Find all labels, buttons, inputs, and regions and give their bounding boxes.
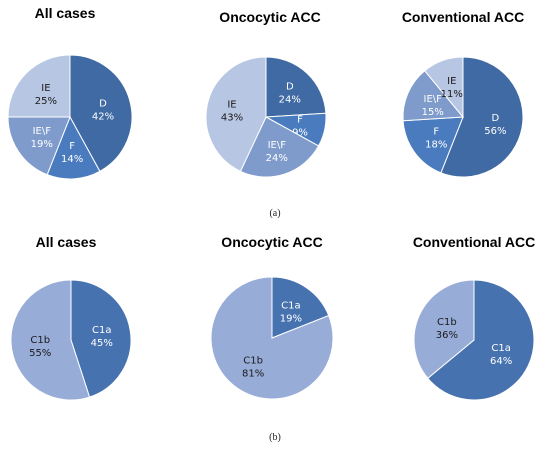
pie-slice <box>440 56 524 178</box>
slice-value-label: 36% <box>436 330 458 341</box>
slice-value-label: 14% <box>61 154 83 165</box>
slice-value-label: 24% <box>279 95 301 106</box>
slice-value-label: 42% <box>92 112 114 123</box>
pie-6: C1a 64% C1b 36% <box>413 279 535 401</box>
slice-name-label: IE\F <box>268 140 287 151</box>
pie-slice <box>46 115 101 180</box>
slice-value-label: 43% <box>221 112 243 123</box>
pie-slice <box>402 70 465 122</box>
slice-value-label: 24% <box>266 153 288 164</box>
slice-name-label: C1a <box>491 343 510 354</box>
slice-value-label: 81% <box>242 369 264 380</box>
chart-title-a2: Oncocytic ACC <box>219 9 321 25</box>
chart-title-b1: All cases <box>35 234 97 250</box>
slice-name-label: C1b <box>243 356 263 367</box>
pie-5: C1a 19% C1b 81% <box>210 276 334 400</box>
pie-slice <box>210 276 334 400</box>
slice-value-label: 25% <box>35 96 57 107</box>
chart-title-a3: Conventional ACC <box>401 9 525 25</box>
panel-label-a: (a) <box>269 208 281 219</box>
slice-value-label: 55% <box>29 348 51 359</box>
pie-slice <box>10 279 91 401</box>
pie-slice <box>7 116 71 176</box>
pie-2: D 24% F 9% IE\F 24% IE 43% <box>205 56 327 178</box>
pie-4: C1a 45% C1b 55% <box>10 279 132 401</box>
slice-value-label: 56% <box>484 126 506 137</box>
slice-name-label: IE <box>41 83 50 94</box>
slice-name-label: D <box>99 99 107 110</box>
pie-slice <box>265 56 327 118</box>
pie-slice <box>402 116 464 174</box>
pie-slice <box>427 279 535 401</box>
pie-slice <box>271 276 330 339</box>
pie-slice <box>239 116 320 178</box>
slice-value-label: 15% <box>422 107 444 118</box>
slice-name-label: F <box>297 115 303 126</box>
slice-name-label: C1a <box>281 300 300 311</box>
slice-value-label: 19% <box>31 139 53 150</box>
slice-name-label: C1b <box>30 335 50 346</box>
slice-value-label: 45% <box>91 338 113 349</box>
pie-1: D 42% F 14% IE\F 19% IE 25% <box>7 54 133 180</box>
slice-name-label: IE\F <box>424 94 443 105</box>
slice-name-label: F <box>433 126 439 137</box>
slice-name-label: C1a <box>92 325 111 336</box>
pie-slice <box>70 279 132 398</box>
chart-title-b2: Oncocytic ACC <box>221 234 323 250</box>
slice-value-label: 11% <box>441 89 463 100</box>
slice-name-label: IE <box>227 99 236 110</box>
pie-slice <box>413 279 475 379</box>
panel-label-b: (b) <box>269 432 281 443</box>
pie-slice <box>205 56 267 172</box>
pie-slice <box>69 54 133 173</box>
slice-value-label: 64% <box>490 356 512 367</box>
slice-name-label: D <box>286 82 294 93</box>
slice-value-label: 19% <box>280 313 302 324</box>
pie-slice <box>424 56 464 119</box>
slice-value-label: 18% <box>425 139 447 150</box>
slice-name-label: F <box>69 141 75 152</box>
chart-title-b3: Conventional ACC <box>412 234 536 250</box>
slice-name-label: D <box>492 113 500 124</box>
slice-name-label: C1b <box>437 317 457 328</box>
slice-name-label: IE <box>447 76 456 87</box>
slice-value-label: 9% <box>292 128 308 139</box>
chart-title-a1: All cases <box>34 5 96 21</box>
pie-slice <box>7 54 71 118</box>
pie-3: D 56% F 18% IE\F 15% IE 11% <box>402 56 524 178</box>
slice-name-label: IE\F <box>33 126 52 137</box>
